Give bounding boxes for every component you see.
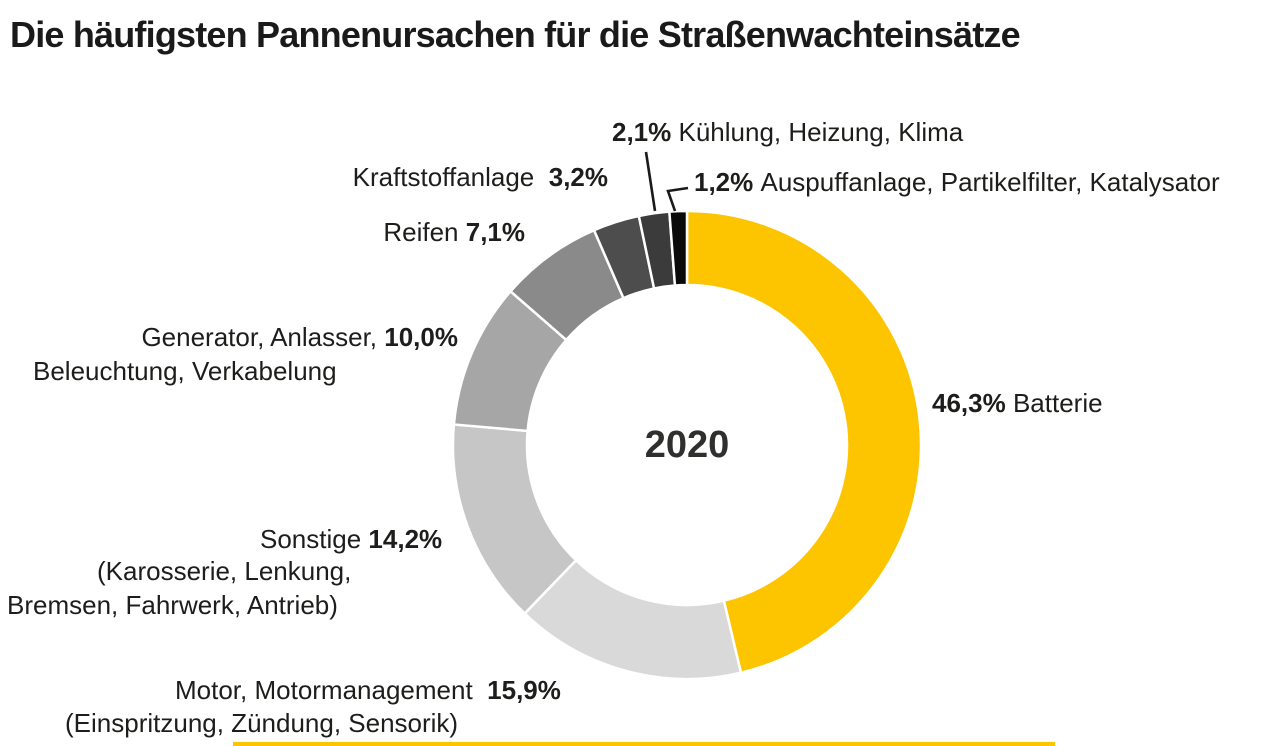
page-title: Die häufigsten Pannenursachen für die St…: [10, 14, 1021, 55]
callout-sonstige-line2: (Karosserie, Lenkung,: [97, 556, 352, 586]
callout-auspuff: 1,2% Auspuffanlage, Partikelfilter, Kata…: [694, 167, 1220, 197]
callout-motor-pct: 15,9%: [487, 675, 561, 705]
leader-line-auspuff: [666, 186, 689, 212]
callout-batterie-label: Batterie: [1012, 388, 1103, 418]
callout-kraftstoff-label: Kraftstoffanlage: [352, 162, 535, 192]
callout-sonstige-pct: 14,2%: [368, 524, 443, 554]
callout-motor-line2: (Einspritzung, Zündung, Sensorik): [65, 708, 459, 738]
callout-sonstige-line1: Sonstige 14,2%: [260, 524, 442, 554]
callout-reifen-pct: 7,1%: [465, 217, 525, 247]
segment-auspuff: [668, 209, 689, 287]
callout-sonstige-line3: Bremsen, Fahrwerk, Antrieb): [7, 590, 338, 620]
callout-kuehlung-label: Kühlung, Heizung, Klima: [678, 117, 964, 147]
callout-auspuff-label: Auspuffanlage, Partikelfilter, Katalysat…: [760, 167, 1220, 197]
callout-generator-line2: Beleuchtung, Verkabelung: [33, 356, 337, 386]
callout-generator-line1: Generator, Anlasser, 10,0%: [141, 322, 458, 352]
callout-kuehlung-pct: 2,1%: [612, 117, 672, 147]
callout-kraftstoff-pct: 3,2%: [548, 162, 608, 192]
callout-reifen-label: Reifen: [383, 217, 459, 247]
callout-kraftstoff: Kraftstoffanlage 3,2%: [353, 162, 608, 192]
callout-motor-label: Motor, Motormanagement: [175, 675, 473, 705]
callout-auspuff-pct: 1,2%: [694, 167, 754, 197]
callout-sonstige-label: Sonstige: [260, 524, 362, 554]
callout-batterie: 46,3% Batterie: [932, 388, 1103, 418]
donut-center-year: 2020: [644, 424, 730, 466]
donut-segments: [451, 209, 923, 681]
callout-generator-pct: 10,0%: [384, 322, 458, 352]
callout-kuehlung: 2,1% Kühlung, Heizung, Klima: [612, 117, 963, 147]
callout-reifen: Reifen 7,1%: [383, 217, 525, 247]
callout-motor-line1: Motor, Motormanagement 15,9%: [175, 675, 561, 705]
bottom-accent-bar: [233, 742, 1055, 746]
callout-generator-label: Generator, Anlasser,: [141, 322, 378, 352]
leader-line-kuehlung: [644, 151, 657, 212]
segment-batterie: [685, 209, 923, 675]
callout-batterie-pct: 46,3%: [932, 388, 1006, 418]
